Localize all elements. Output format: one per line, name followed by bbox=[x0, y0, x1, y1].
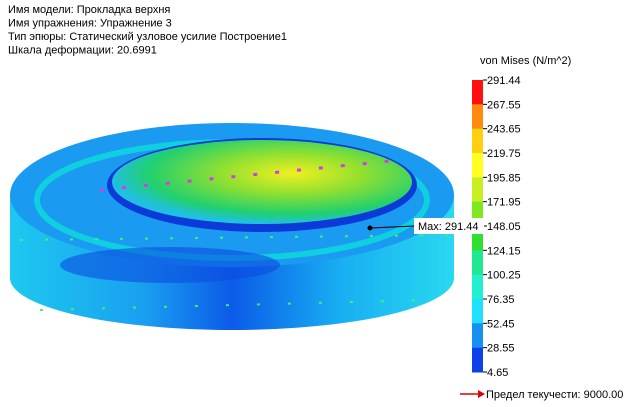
legend-label: 171.95 bbox=[487, 197, 521, 209]
color-band bbox=[472, 323, 483, 348]
max-label: Max: 291.44 bbox=[418, 221, 479, 233]
color-band bbox=[472, 177, 483, 202]
max-point bbox=[368, 226, 373, 231]
part-model bbox=[10, 123, 455, 330]
legend-label: 195.85 bbox=[487, 172, 521, 184]
fea-view: 291.44 267.55 243.65 219.75 195.85 171.95 148.… bbox=[0, 0, 641, 407]
legend-label: 76.35 bbox=[487, 294, 515, 306]
color-band bbox=[472, 104, 483, 129]
color-band bbox=[472, 250, 483, 275]
color-band bbox=[472, 348, 483, 373]
color-band bbox=[472, 129, 483, 154]
color-band bbox=[472, 299, 483, 324]
header-line: Имя упражнения: Упражнение 3 bbox=[8, 18, 172, 30]
legend-label: 291.44 bbox=[487, 75, 521, 87]
legend-label: 148.05 bbox=[487, 221, 521, 233]
legend-label: 124.15 bbox=[487, 245, 521, 257]
header-line: Имя модели: Прокладка верхня bbox=[8, 4, 170, 16]
legend-label: 28.55 bbox=[487, 343, 515, 355]
legend-label: 52.45 bbox=[487, 318, 515, 330]
legend-label: 243.65 bbox=[487, 124, 521, 136]
header-line: Шкала деформации: 20.6991 bbox=[8, 45, 157, 57]
color-band bbox=[472, 275, 483, 300]
header-line: Тип эпюры: Статический узловое усилие По… bbox=[8, 31, 287, 43]
legend-title: von Mises (N/m^2) bbox=[480, 55, 571, 67]
legend-label: 219.75 bbox=[487, 148, 521, 160]
yield-label: Предел текучести: 9000.00 bbox=[486, 389, 623, 401]
legend-label: 267.55 bbox=[487, 99, 521, 111]
legend-label: 100.25 bbox=[487, 270, 521, 282]
color-band bbox=[472, 80, 483, 105]
yield-arrowhead bbox=[478, 390, 485, 398]
legend-label: 4.65 bbox=[487, 367, 508, 379]
color-band bbox=[472, 153, 483, 178]
